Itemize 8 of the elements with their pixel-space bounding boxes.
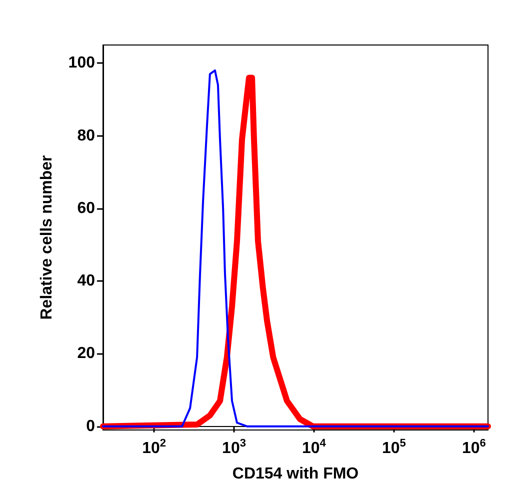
y-tick-label: 60 <box>77 200 96 217</box>
y-axis-title: Relative cells number <box>38 155 56 320</box>
x-axis-title: CD154 with FMO <box>232 466 359 482</box>
y-tick-label: 0 <box>86 418 96 435</box>
y-tick-label: 100 <box>68 54 96 72</box>
y-tick-label: 40 <box>77 272 96 290</box>
y-tick-label: 80 <box>77 127 96 144</box>
y-tick-label: 20 <box>77 345 96 362</box>
